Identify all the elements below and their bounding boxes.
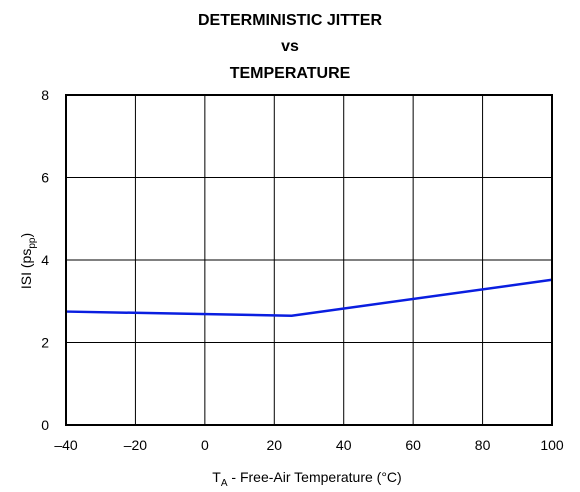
- series-layer: [65, 278, 553, 317]
- series-line: [65, 278, 553, 317]
- y-tick-label: 2: [41, 335, 49, 351]
- x-tick-label: 0: [201, 437, 209, 453]
- x-tick-label: 40: [336, 437, 352, 453]
- x-tick-label: –20: [124, 437, 148, 453]
- y-tick-label: 6: [41, 170, 49, 186]
- y-tick-label: 0: [41, 417, 49, 433]
- x-tick-label: –40: [54, 437, 78, 453]
- chart-title-line-1: DETERMINISTIC JITTER: [198, 12, 382, 29]
- x-tick-label: 20: [266, 437, 282, 453]
- grid-lines: [65, 94, 553, 426]
- x-tick-label: 60: [405, 437, 421, 453]
- x-tick-labels: –40 –20 0 20 40 60 80 100: [54, 437, 564, 453]
- chart-title-line-2: vs: [281, 38, 299, 55]
- x-axis-label: TA - Free-Air Temperature (°C): [212, 469, 401, 489]
- x-tick-label: 100: [540, 437, 564, 453]
- chart-title-line-3: TEMPERATURE: [230, 65, 351, 82]
- y-axis-label: ISI (pspp): [18, 233, 38, 289]
- y-tick-labels: 0 2 4 6 8: [41, 87, 49, 433]
- y-tick-label: 4: [41, 252, 49, 268]
- plot-frame: [65, 94, 553, 426]
- y-tick-label: 8: [41, 87, 49, 103]
- x-tick-label: 80: [475, 437, 491, 453]
